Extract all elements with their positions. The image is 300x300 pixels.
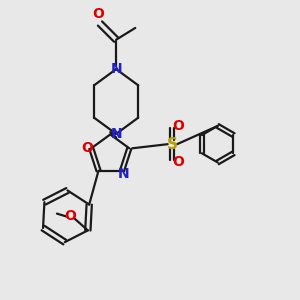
Text: O: O (64, 209, 76, 223)
Text: O: O (93, 7, 104, 21)
Text: O: O (172, 155, 184, 170)
Text: S: S (167, 137, 178, 152)
Text: O: O (81, 141, 93, 155)
Text: N: N (110, 62, 122, 76)
Text: O: O (172, 119, 184, 133)
Text: N: N (110, 127, 122, 141)
Text: N: N (118, 167, 129, 181)
